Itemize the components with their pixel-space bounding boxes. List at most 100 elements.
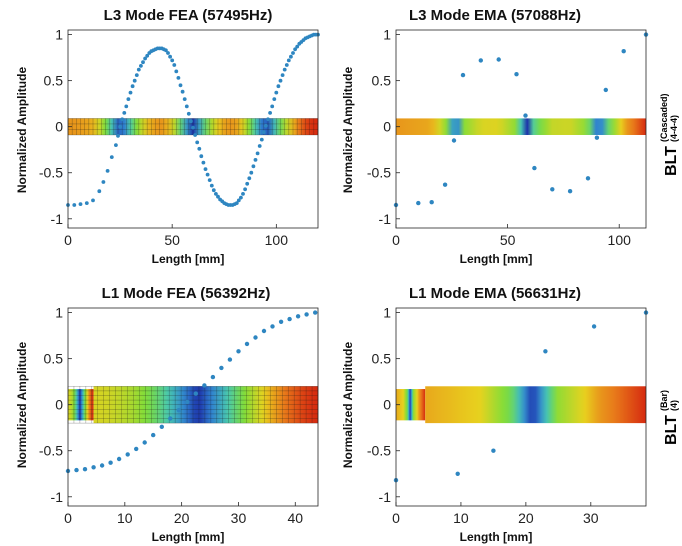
data-point xyxy=(291,51,295,55)
data-point xyxy=(211,188,216,193)
data-point xyxy=(122,111,127,115)
data-point xyxy=(514,72,519,77)
x-tick-label: 100 xyxy=(608,232,632,248)
data-point xyxy=(286,58,291,63)
x-tick-label: 30 xyxy=(231,510,247,526)
data-point xyxy=(97,189,102,194)
x-axis-label: Length [mm] xyxy=(460,530,533,544)
x-tick-label: 50 xyxy=(500,232,516,248)
data-point xyxy=(118,124,122,129)
data-point xyxy=(255,151,260,156)
y-tick-label: 1 xyxy=(55,27,63,43)
data-point xyxy=(278,319,284,324)
data-point xyxy=(125,452,130,457)
data-point xyxy=(216,194,220,199)
data-point xyxy=(184,104,189,109)
axes-box xyxy=(67,29,319,229)
plot-area: 0 10 20 30 -1 -0.5 0 0.5 1 xyxy=(367,305,649,526)
data-point xyxy=(191,125,195,130)
data-point xyxy=(120,117,125,122)
x-axis-label: Length [mm] xyxy=(152,530,225,544)
data-point xyxy=(186,111,191,116)
data-point xyxy=(284,63,289,67)
scatter-points xyxy=(393,32,649,208)
axes-box xyxy=(67,307,319,507)
data-point xyxy=(313,310,318,315)
data-point xyxy=(199,154,204,159)
y-tick-label: 1 xyxy=(383,27,391,43)
data-point xyxy=(182,97,187,101)
data-point xyxy=(266,117,270,122)
x-tick-label: 0 xyxy=(392,510,400,526)
y-axis-label: Normalized Amplitude xyxy=(15,67,29,194)
data-point xyxy=(287,316,292,322)
data-point xyxy=(210,374,216,380)
data-point xyxy=(185,399,190,405)
ticks: 0 10 20 30 40 -1 -0.5 0 0.5 1 xyxy=(39,305,303,526)
data-point xyxy=(126,97,131,101)
data-point xyxy=(174,69,179,74)
chart-panel-l1-ema: L1 Mode EMA (56631Hz) Length [mm] Normal… xyxy=(341,285,649,544)
data-point xyxy=(278,78,283,83)
chart-title: L3 Mode EMA (57088Hz) xyxy=(409,7,581,24)
data-point xyxy=(253,158,258,162)
data-point xyxy=(134,73,139,77)
x-tick-label: 10 xyxy=(453,510,469,526)
data-point xyxy=(543,349,548,354)
x-tick-label: 20 xyxy=(174,510,190,526)
data-point xyxy=(91,198,95,203)
y-tick-label: -0.5 xyxy=(367,443,391,459)
data-point xyxy=(282,67,287,72)
axes-box xyxy=(395,29,647,229)
data-point xyxy=(496,57,501,62)
data-point xyxy=(189,119,193,124)
side-label-sup1: (Bar) xyxy=(659,390,669,411)
data-point xyxy=(78,202,83,207)
data-point xyxy=(280,73,285,77)
data-point xyxy=(251,164,256,169)
ticks: 0 50 100 -1 -0.5 0 0.5 1 xyxy=(39,27,288,248)
x-tick-label: 0 xyxy=(392,232,400,248)
chart-title: L1 Mode FEA (56392Hz) xyxy=(102,285,271,302)
ticks: 0 10 20 30 -1 -0.5 0 0.5 1 xyxy=(367,305,599,526)
data-point xyxy=(567,189,573,194)
y-tick-label: -1 xyxy=(379,489,392,505)
data-point xyxy=(550,187,555,192)
data-point xyxy=(108,460,113,465)
data-point xyxy=(268,111,272,115)
y-tick-label: -0.5 xyxy=(39,165,63,181)
x-tick-label: 40 xyxy=(287,510,303,526)
data-point xyxy=(478,58,483,63)
data-point xyxy=(205,172,210,177)
data-point xyxy=(197,146,202,151)
x-tick-label: 10 xyxy=(117,510,133,526)
beam-mesh xyxy=(67,386,319,424)
data-point xyxy=(460,72,466,78)
scatter-points xyxy=(66,32,320,207)
data-point xyxy=(84,201,89,206)
y-tick-label: 1 xyxy=(383,305,391,321)
data-point xyxy=(166,51,170,55)
data-point xyxy=(227,357,233,362)
data-point xyxy=(164,48,168,53)
y-tick-label: 0 xyxy=(383,119,391,135)
y-tick-label: -0.5 xyxy=(367,165,391,181)
plot-area: 0 50 100 -1 -0.5 0 0.5 1 xyxy=(367,27,649,248)
y-tick-label: -1 xyxy=(51,489,64,505)
data-point xyxy=(151,432,156,438)
scatter-points xyxy=(65,310,318,474)
data-point xyxy=(270,324,275,329)
data-point xyxy=(304,312,309,317)
side-label-bar: BLT (Bar) (4) xyxy=(659,390,680,445)
plot-area: 0 10 20 30 40 -1 -0.5 0 0.5 1 xyxy=(39,305,319,526)
data-point xyxy=(247,176,252,181)
data-point xyxy=(523,113,528,118)
data-point xyxy=(219,365,224,371)
data-point xyxy=(239,195,243,200)
x-axis-label: Length [mm] xyxy=(460,252,533,266)
y-tick-label: -0.5 xyxy=(39,443,63,459)
data-point xyxy=(289,54,293,59)
data-point xyxy=(145,53,150,58)
y-tick-label: 0 xyxy=(55,119,63,135)
